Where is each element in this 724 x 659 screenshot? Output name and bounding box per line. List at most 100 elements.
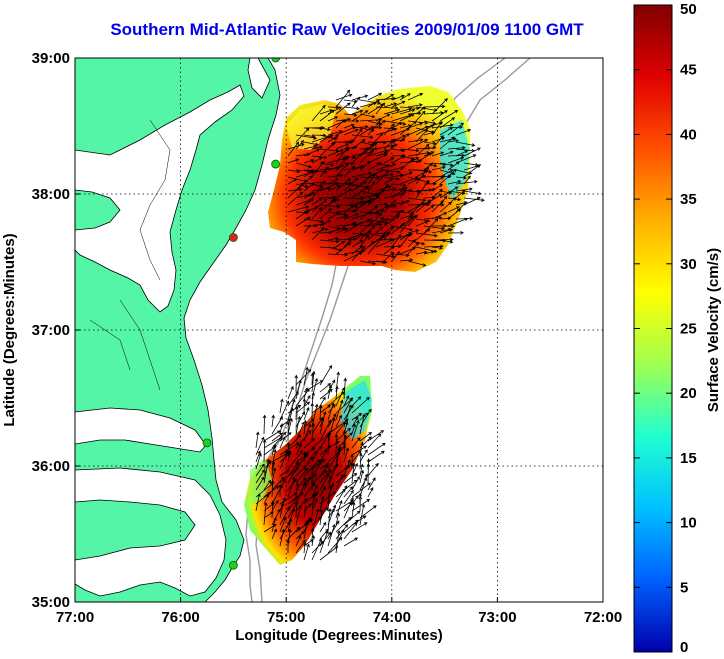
velocity-arrow xyxy=(287,417,293,435)
colorbar-tick-label: 40 xyxy=(680,126,697,143)
velocity-arrow xyxy=(287,468,297,484)
y-axis-label: Latitude (Degrees:Minutes) xyxy=(1,233,18,426)
velocity-arrow xyxy=(351,482,371,498)
colorbar-tick-label: 20 xyxy=(680,385,697,402)
velocity-arrow xyxy=(303,518,312,533)
velocity-arrow xyxy=(327,413,337,428)
velocity-arrow xyxy=(319,182,339,192)
velocity-arrow xyxy=(439,109,459,122)
velocity-arrow xyxy=(287,450,304,470)
velocity-arrow xyxy=(335,156,349,171)
velocity-arrow xyxy=(262,414,267,435)
velocity-arrow xyxy=(359,469,365,484)
velocity-arrow xyxy=(415,246,438,253)
velocity-arrow xyxy=(375,205,390,213)
colorbar-tick-label: 5 xyxy=(680,579,688,596)
velocity-arrow xyxy=(303,224,311,234)
velocity-arrow xyxy=(303,474,317,484)
velocity-arrow xyxy=(295,134,318,140)
velocity-arrow xyxy=(407,111,422,116)
colorbar-tick-label: 35 xyxy=(680,191,697,208)
velocity-arrow xyxy=(367,132,384,150)
velocity-arrow xyxy=(255,476,265,491)
velocity-arrow xyxy=(343,519,359,533)
velocity-arrow xyxy=(407,175,427,185)
colorbar-tick-label: 45 xyxy=(680,62,697,79)
velocity-arrow xyxy=(399,120,417,136)
velocity-arrow xyxy=(415,152,433,164)
velocity-arrow xyxy=(303,476,311,491)
velocity-arrow xyxy=(342,429,347,449)
velocity-arrow xyxy=(447,161,460,171)
velocity-arrow xyxy=(335,387,345,407)
velocity-arrow xyxy=(383,123,395,136)
velocity-arrow xyxy=(311,197,323,206)
velocity-arrow xyxy=(335,126,356,136)
velocity-arrow xyxy=(303,366,309,386)
velocity-arrow xyxy=(287,205,310,213)
velocity-arrow xyxy=(335,399,344,421)
velocity-arrow xyxy=(399,133,410,143)
velocity-arrow xyxy=(271,416,283,435)
velocity-arrow xyxy=(311,534,316,547)
velocity-arrow xyxy=(327,157,347,164)
velocity-arrow xyxy=(335,240,346,248)
north-station-2 xyxy=(271,159,281,169)
south-velocity-arrows xyxy=(255,364,386,561)
velocity-arrow xyxy=(327,391,346,407)
velocity-arrow xyxy=(295,482,306,505)
velocity-arrow xyxy=(359,240,375,255)
velocity-arrow xyxy=(399,171,413,178)
velocity-arrow xyxy=(287,385,294,400)
velocity-arrow xyxy=(279,442,300,456)
velocity-arrow xyxy=(375,102,386,115)
velocity-arrow xyxy=(391,234,402,248)
velocity-arrow xyxy=(303,394,311,407)
velocity-arrow xyxy=(343,377,348,400)
velocity-arrow xyxy=(335,227,349,234)
velocity-arrow xyxy=(455,202,467,213)
velocity-arrow xyxy=(327,475,333,491)
velocity-arrow xyxy=(351,445,368,456)
velocity-arrow xyxy=(455,189,466,199)
velocity-arrow xyxy=(319,148,340,153)
velocity-arrow xyxy=(319,199,335,213)
velocity-arrow xyxy=(303,218,325,224)
velocity-arrow xyxy=(375,163,397,171)
velocity-arrow xyxy=(359,205,378,220)
velocity-arrow xyxy=(351,185,370,199)
velocity-arrow xyxy=(303,198,315,206)
velocity-arrow xyxy=(407,139,429,150)
velocity-arrow xyxy=(311,104,326,122)
velocity-arrow xyxy=(359,452,363,470)
velocity-arrow xyxy=(311,226,325,241)
velocity-arrow xyxy=(327,520,340,540)
velocity-arrow xyxy=(303,169,314,178)
velocity-arrow xyxy=(415,179,430,199)
north-station-1 xyxy=(271,58,281,63)
velocity-arrow xyxy=(439,127,454,136)
velocity-arrow xyxy=(294,405,299,421)
velocity-arrow xyxy=(335,427,351,442)
velocity-arrow xyxy=(343,472,358,484)
velocity-arrow xyxy=(287,178,298,185)
velocity-arrow xyxy=(255,491,271,505)
velocity-arrow xyxy=(279,492,298,505)
velocity-arrow xyxy=(271,443,277,456)
velocity-arrow xyxy=(295,531,305,540)
velocity-arrow xyxy=(415,124,435,136)
velocity-arrow xyxy=(431,162,447,167)
velocity-arrow xyxy=(399,113,415,122)
velocity-arrow xyxy=(367,237,383,255)
velocity-arrow xyxy=(319,464,329,477)
velocity-arrow xyxy=(415,220,429,227)
velocity-arrow xyxy=(351,200,371,213)
velocity-arrow xyxy=(295,442,302,456)
velocity-arrow xyxy=(319,491,337,505)
velocity-arrow xyxy=(375,106,399,110)
velocity-arrow xyxy=(327,463,338,484)
velocity-arrow xyxy=(391,223,406,234)
velocity-arrow xyxy=(351,245,364,255)
velocity-arrow xyxy=(415,110,426,122)
velocity-arrow xyxy=(327,184,342,192)
